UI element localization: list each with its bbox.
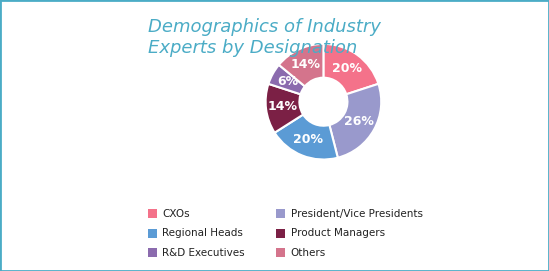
Text: Regional Heads: Regional Heads: [163, 228, 243, 238]
Text: 20%: 20%: [333, 62, 362, 75]
Text: 20%: 20%: [293, 133, 323, 146]
Wedge shape: [268, 65, 305, 94]
Text: Product Managers: Product Managers: [290, 228, 385, 238]
FancyBboxPatch shape: [276, 229, 285, 238]
Text: Others: Others: [290, 248, 326, 258]
FancyBboxPatch shape: [148, 229, 157, 238]
Text: 14%: 14%: [291, 58, 321, 71]
Text: Demographics of Industry
Experts by Designation: Demographics of Industry Experts by Desi…: [148, 18, 381, 57]
Text: R&D Executives: R&D Executives: [163, 248, 245, 258]
FancyBboxPatch shape: [276, 249, 285, 257]
Text: 14%: 14%: [268, 100, 298, 113]
Wedge shape: [274, 115, 338, 160]
Text: 26%: 26%: [344, 115, 374, 128]
Wedge shape: [266, 84, 303, 133]
Text: President/Vice Presidents: President/Vice Presidents: [290, 209, 423, 219]
FancyBboxPatch shape: [276, 209, 285, 218]
Text: 6%: 6%: [277, 76, 298, 89]
Text: CXOs: CXOs: [163, 209, 190, 219]
Wedge shape: [323, 44, 378, 94]
FancyBboxPatch shape: [148, 249, 157, 257]
FancyBboxPatch shape: [148, 209, 157, 218]
Wedge shape: [279, 44, 323, 86]
Wedge shape: [329, 84, 381, 158]
